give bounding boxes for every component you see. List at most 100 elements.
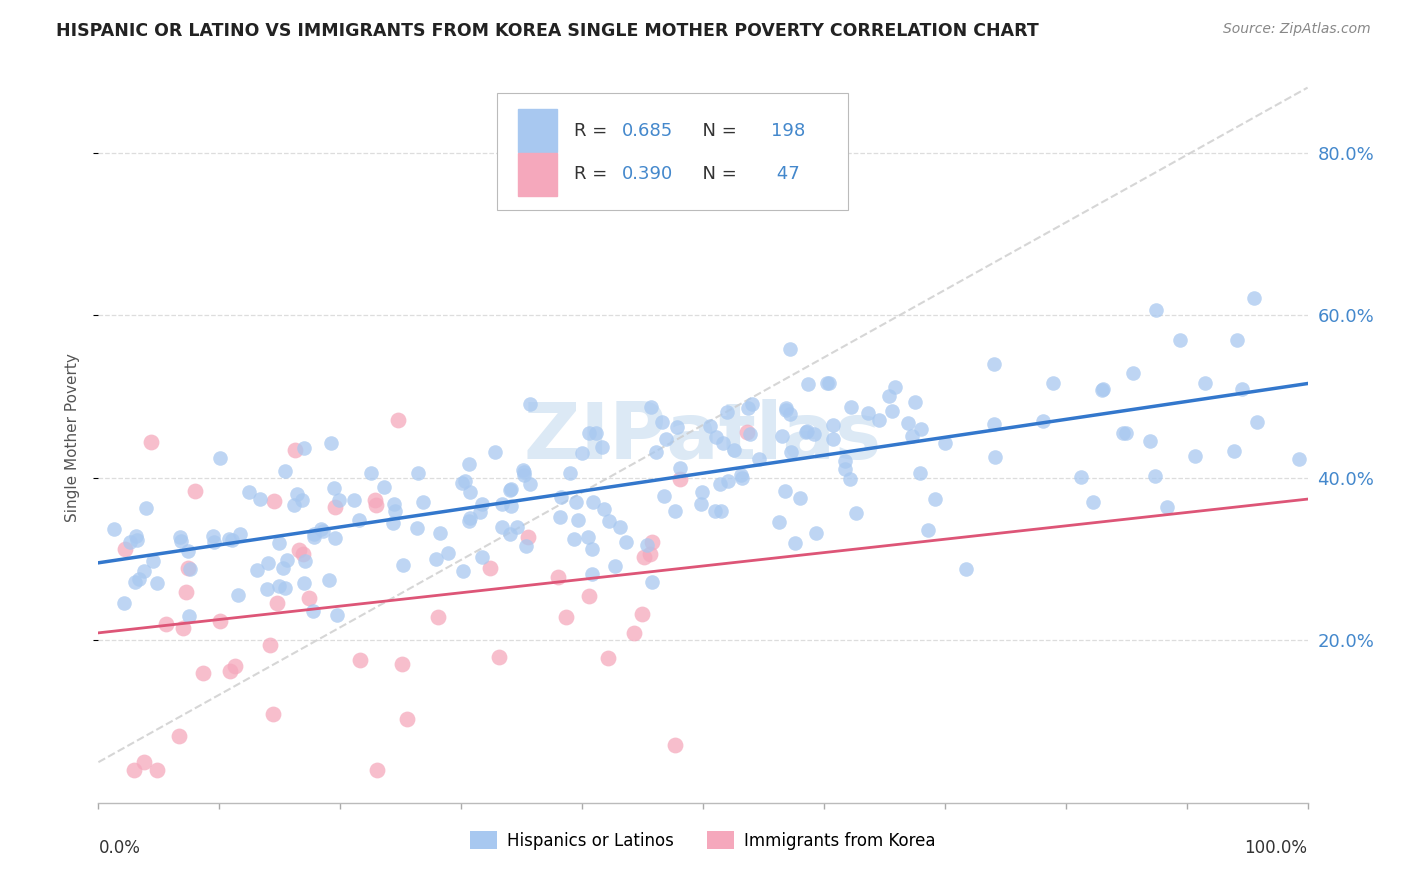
Point bbox=[731, 471, 754, 485]
Point bbox=[669, 472, 692, 486]
Point bbox=[614, 535, 637, 549]
Point bbox=[623, 626, 645, 640]
Point bbox=[1288, 452, 1310, 467]
Point bbox=[488, 649, 510, 664]
Point bbox=[266, 596, 288, 610]
Point bbox=[651, 416, 673, 430]
Point bbox=[603, 558, 626, 573]
Point bbox=[668, 460, 690, 475]
Point bbox=[512, 463, 534, 477]
Point bbox=[704, 430, 727, 444]
Point bbox=[451, 564, 474, 578]
Point bbox=[246, 563, 269, 577]
Point bbox=[347, 513, 370, 527]
Point bbox=[664, 738, 686, 752]
Point bbox=[122, 764, 145, 778]
Point bbox=[259, 638, 281, 652]
Point bbox=[458, 511, 481, 525]
Point bbox=[458, 514, 481, 528]
Point bbox=[655, 432, 678, 446]
Point bbox=[554, 610, 576, 624]
Point bbox=[652, 489, 675, 503]
Point bbox=[775, 483, 797, 498]
Point bbox=[177, 543, 200, 558]
Legend: Hispanics or Latinos, Immigrants from Korea: Hispanics or Latinos, Immigrants from Ko… bbox=[464, 824, 942, 856]
Point bbox=[593, 501, 616, 516]
Point bbox=[218, 532, 240, 546]
Point bbox=[124, 574, 146, 589]
Point bbox=[471, 498, 494, 512]
Point bbox=[179, 609, 201, 624]
Point bbox=[288, 542, 311, 557]
Point bbox=[302, 527, 325, 541]
Point bbox=[513, 467, 536, 482]
Point bbox=[323, 531, 346, 545]
Point bbox=[1092, 382, 1115, 396]
Point bbox=[364, 498, 387, 512]
Text: 0.685: 0.685 bbox=[621, 121, 673, 140]
Point bbox=[839, 400, 862, 414]
Point bbox=[578, 425, 600, 440]
Point bbox=[558, 466, 581, 480]
Point bbox=[735, 425, 758, 439]
Point bbox=[114, 542, 136, 557]
Point bbox=[897, 416, 920, 430]
Point bbox=[934, 436, 956, 450]
Point bbox=[177, 561, 200, 575]
Point bbox=[666, 420, 689, 434]
Point bbox=[564, 495, 586, 509]
Point bbox=[910, 422, 932, 436]
Point bbox=[257, 557, 280, 571]
Point bbox=[640, 401, 662, 415]
Point bbox=[1184, 450, 1206, 464]
Point bbox=[550, 490, 572, 504]
Point bbox=[571, 446, 593, 460]
Point bbox=[519, 476, 541, 491]
Point bbox=[633, 550, 655, 565]
Point bbox=[797, 376, 820, 391]
Point bbox=[641, 574, 664, 589]
Point bbox=[823, 417, 845, 432]
Point bbox=[429, 526, 451, 541]
Point bbox=[450, 476, 472, 491]
Point bbox=[1223, 443, 1246, 458]
Point bbox=[645, 445, 668, 459]
Point bbox=[821, 433, 844, 447]
Point bbox=[343, 493, 366, 508]
Point bbox=[224, 659, 246, 673]
Point bbox=[834, 462, 856, 476]
Point bbox=[141, 434, 163, 449]
Point bbox=[804, 525, 827, 540]
Point bbox=[815, 376, 838, 391]
Point bbox=[373, 480, 395, 494]
Point bbox=[366, 764, 388, 778]
Point bbox=[382, 516, 405, 530]
Text: Source: ZipAtlas.com: Source: ZipAtlas.com bbox=[1223, 22, 1371, 37]
Point bbox=[785, 536, 807, 550]
Point bbox=[924, 491, 946, 506]
Point bbox=[779, 407, 801, 421]
Point bbox=[1122, 366, 1144, 380]
Point bbox=[267, 579, 290, 593]
Point bbox=[267, 536, 290, 550]
Point bbox=[1115, 426, 1137, 441]
Point bbox=[904, 395, 927, 409]
Point bbox=[249, 491, 271, 506]
Point bbox=[202, 535, 225, 549]
Point bbox=[460, 485, 482, 500]
Text: R =: R = bbox=[574, 166, 613, 184]
Point bbox=[983, 357, 1005, 371]
Point bbox=[135, 501, 157, 516]
Text: 47: 47 bbox=[770, 166, 800, 184]
Point bbox=[221, 533, 243, 547]
Point bbox=[723, 443, 745, 458]
Point bbox=[328, 492, 350, 507]
Point bbox=[499, 482, 522, 496]
Point bbox=[226, 588, 249, 602]
Point bbox=[311, 522, 333, 536]
Point bbox=[302, 529, 325, 543]
Point bbox=[1144, 302, 1167, 317]
Point bbox=[803, 426, 825, 441]
Bar bbox=[517, 153, 557, 195]
Point bbox=[1083, 494, 1105, 508]
